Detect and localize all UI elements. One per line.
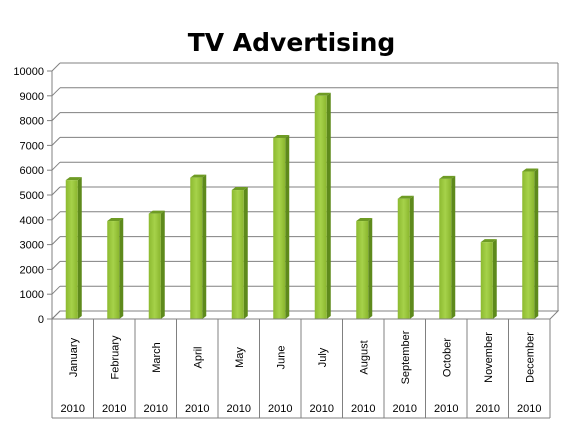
bar-front	[65, 180, 78, 319]
x-tick-label: February	[109, 335, 121, 380]
x-tick-label: December	[524, 332, 536, 383]
x-year-label: 2010	[185, 403, 209, 415]
gridline-depth	[51, 261, 61, 270]
bar-top	[439, 175, 456, 179]
bar-top	[190, 174, 207, 178]
x-tick-label: October	[441, 338, 453, 377]
bar	[397, 195, 414, 319]
bar-side	[326, 92, 331, 319]
x-tick-label: June	[275, 346, 287, 370]
gridline-depth	[51, 285, 61, 295]
x-tick-label: September	[400, 330, 412, 384]
bar-front	[273, 137, 286, 319]
y-tick-label: 9000	[20, 91, 44, 103]
y-tick-label: 8000	[20, 116, 44, 128]
bar	[356, 218, 373, 319]
bar	[65, 177, 82, 319]
x-year-label: 2010	[310, 403, 334, 415]
bar-top	[273, 134, 290, 138]
x-year-label: 2010	[434, 403, 458, 415]
x-tick-label: January	[68, 337, 80, 377]
y-tick-label: 4000	[20, 215, 44, 227]
bar-top	[148, 210, 165, 214]
x-year-label: 2010	[351, 403, 375, 415]
bar-side	[77, 177, 82, 319]
y-tick-label: 5000	[20, 190, 44, 202]
y-tick-label: 3000	[20, 240, 44, 252]
gridline-depth	[51, 236, 61, 245]
bar-side	[534, 168, 539, 319]
x-year-label: 2010	[476, 403, 500, 415]
gridline-depth	[51, 62, 61, 72]
bar	[314, 92, 331, 319]
bar-front	[231, 190, 244, 319]
bar-side	[243, 187, 248, 319]
bar	[273, 134, 290, 319]
bar-front	[439, 178, 452, 319]
x-year-label: 2010	[144, 403, 168, 415]
bar-front	[397, 198, 410, 319]
bar	[107, 218, 124, 319]
gridline-depth	[51, 161, 61, 171]
bar	[480, 239, 497, 319]
x-tick-label: May	[234, 347, 246, 368]
bar	[522, 168, 539, 319]
bar-top	[107, 218, 124, 222]
x-year-label: 2010	[102, 403, 126, 415]
bar-front	[314, 95, 327, 319]
gridline-depth	[51, 211, 61, 221]
bar-top	[522, 168, 539, 172]
gridline-depth	[51, 87, 61, 97]
x-year-label: 2010	[61, 403, 85, 415]
gridline-depth	[51, 112, 61, 121]
bar-top	[397, 195, 414, 199]
bar	[439, 175, 456, 319]
y-tick-label: 7000	[20, 140, 44, 152]
x-year-label: 2010	[227, 403, 251, 415]
bar-side	[202, 174, 207, 319]
gridline-depth	[51, 186, 61, 196]
x-tick-label: November	[483, 332, 495, 383]
x-year-label: 2010	[517, 403, 541, 415]
bar-side	[368, 218, 373, 319]
bar-top	[480, 239, 497, 243]
x-tick-label: April	[192, 346, 204, 368]
bar-side	[451, 175, 456, 319]
bar-side	[160, 210, 165, 319]
bar-top	[314, 92, 331, 96]
x-tick-label: July	[317, 347, 329, 367]
bar-front	[480, 242, 493, 319]
bar	[231, 187, 248, 319]
bar-front	[148, 213, 161, 319]
bar	[190, 174, 207, 319]
gridline-depth	[51, 137, 61, 146]
bar-side	[285, 134, 290, 319]
bar-front	[107, 221, 120, 319]
bar-front	[190, 177, 203, 319]
chart-title: TV Advertising	[187, 28, 396, 57]
x-tick-label: August	[358, 340, 370, 374]
bar-front	[522, 171, 535, 319]
x-tick-label: March	[151, 342, 163, 373]
y-tick-label: 10000	[13, 66, 44, 78]
bar-side	[492, 239, 497, 319]
x-year-label: 2010	[393, 403, 417, 415]
y-tick-label: 2000	[20, 264, 44, 276]
bar-side	[409, 195, 414, 319]
bar-side	[119, 218, 124, 319]
bar-top	[231, 187, 248, 191]
y-tick-label: 0	[38, 314, 44, 326]
bar-front	[356, 221, 369, 319]
bar-top	[65, 177, 82, 181]
y-tick-label: 1000	[20, 289, 44, 301]
x-year-label: 2010	[268, 403, 292, 415]
bar	[148, 210, 165, 319]
y-tick-label: 6000	[20, 165, 44, 177]
bar-top	[356, 218, 373, 222]
